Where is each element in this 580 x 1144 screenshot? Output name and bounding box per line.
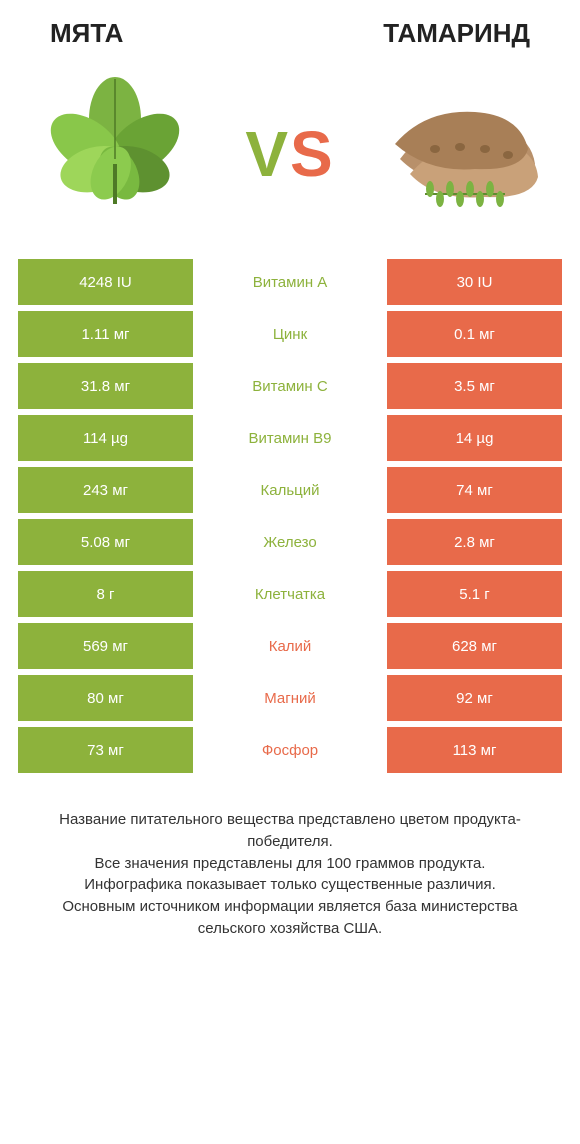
table-row: 569 мгКалий628 мг [18,623,562,669]
right-value-cell: 0.1 мг [387,311,562,357]
mint-icon [30,69,200,239]
nutrient-label-cell: Магний [193,675,387,721]
table-row: 31.8 мгВитамин C3.5 мг [18,363,562,409]
vs-label: VS [245,117,334,191]
right-food-title: ТАМАРИНД [383,18,530,49]
right-value-cell: 30 IU [387,259,562,305]
left-value-cell: 80 мг [18,675,193,721]
mint-image [30,69,200,239]
right-value-cell: 113 мг [387,727,562,773]
left-value-cell: 8 г [18,571,193,617]
right-value-cell: 628 мг [387,623,562,669]
left-value-cell: 114 µg [18,415,193,461]
right-value-cell: 92 мг [387,675,562,721]
left-food-title: МЯТА [50,18,123,49]
footnote: Название питательного вещества представл… [0,779,580,940]
table-row: 4248 IUВитамин A30 IU [18,259,562,305]
right-value-cell: 5.1 г [387,571,562,617]
left-value-cell: 1.11 мг [18,311,193,357]
right-value-cell: 74 мг [387,467,562,513]
vs-letter-s: S [290,118,335,190]
nutrient-label-cell: Фосфор [193,727,387,773]
table-row: 80 мгМагний92 мг [18,675,562,721]
table-row: 1.11 мгЦинк0.1 мг [18,311,562,357]
right-value-cell: 2.8 мг [387,519,562,565]
tamarind-icon [380,79,550,229]
tamarind-image [380,69,550,239]
right-value-cell: 14 µg [387,415,562,461]
vs-row: VS [0,59,580,259]
right-value-cell: 3.5 мг [387,363,562,409]
nutrient-label-cell: Витамин B9 [193,415,387,461]
footnote-line: Основным источником информации является … [30,896,550,940]
left-value-cell: 4248 IU [18,259,193,305]
nutrition-table: 4248 IUВитамин A30 IU 1.11 мгЦинк0.1 мг 31… [0,259,580,773]
left-value-cell: 73 мг [18,727,193,773]
table-row: 8 гКлетчатка5.1 г [18,571,562,617]
table-row: 243 мгКальций74 мг [18,467,562,513]
nutrient-label-cell: Цинк [193,311,387,357]
left-value-cell: 569 мг [18,623,193,669]
left-value-cell: 5.08 мг [18,519,193,565]
nutrient-label-cell: Витамин C [193,363,387,409]
nutrient-label-cell: Калий [193,623,387,669]
vs-letter-v: V [245,118,290,190]
footnote-line: Инфографика показывает только существенн… [30,874,550,896]
header-row: МЯТА ТАМАРИНД [0,0,580,59]
table-row: 73 мгФосфор113 мг [18,727,562,773]
left-value-cell: 243 мг [18,467,193,513]
table-row: 5.08 мгЖелезо2.8 мг [18,519,562,565]
left-value-cell: 31.8 мг [18,363,193,409]
nutrient-label-cell: Витамин A [193,259,387,305]
footnote-line: Все значения представлены для 100 граммо… [30,853,550,875]
nutrient-label-cell: Железо [193,519,387,565]
table-row: 114 µgВитамин B914 µg [18,415,562,461]
footnote-line: Название питательного вещества представл… [30,809,550,853]
nutrient-label-cell: Кальций [193,467,387,513]
nutrient-label-cell: Клетчатка [193,571,387,617]
